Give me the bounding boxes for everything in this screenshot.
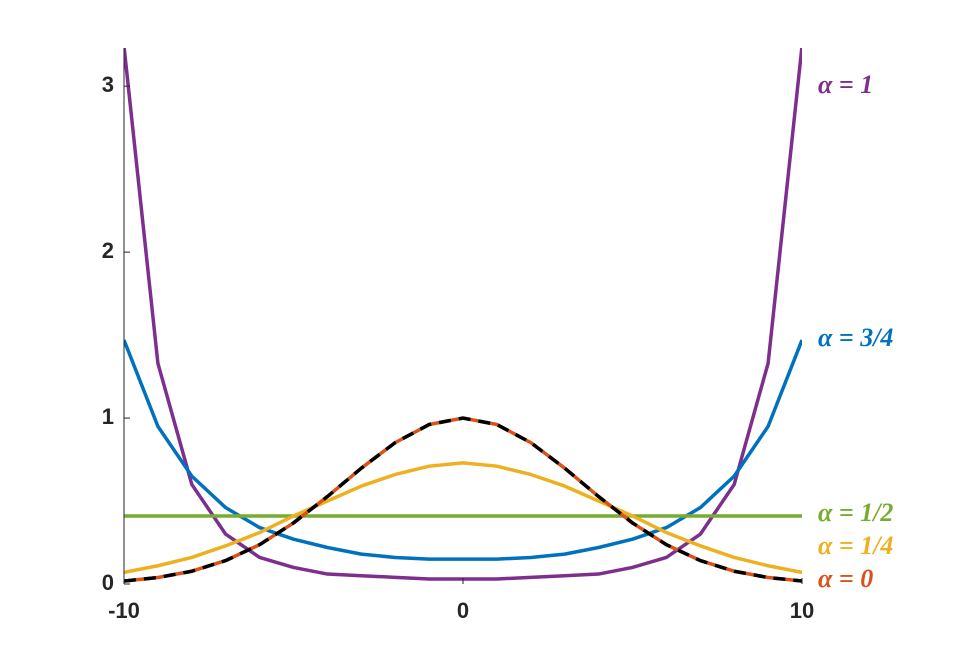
series-line xyxy=(124,48,802,581)
series-line xyxy=(124,339,802,561)
plot-area xyxy=(124,48,802,583)
series-label: α = 0 xyxy=(818,564,873,593)
series-label: α = 1/4 xyxy=(818,531,893,560)
y-tick-label: 1 xyxy=(102,404,114,429)
series-line xyxy=(124,461,802,575)
series-line xyxy=(124,416,802,583)
series-label: α = 1 xyxy=(818,70,873,99)
series-label: α = 1/2 xyxy=(818,498,893,527)
x-tick-label: -10 xyxy=(108,598,140,623)
dashed-line xyxy=(124,416,802,583)
y-tick-label: 3 xyxy=(102,72,114,97)
y-tick-label: 0 xyxy=(102,570,114,595)
x-tick-label: 10 xyxy=(790,598,814,623)
x-tick-label: 0 xyxy=(457,598,469,623)
y-tick-label: 2 xyxy=(102,238,114,263)
series-label: α = 3/4 xyxy=(818,323,893,352)
